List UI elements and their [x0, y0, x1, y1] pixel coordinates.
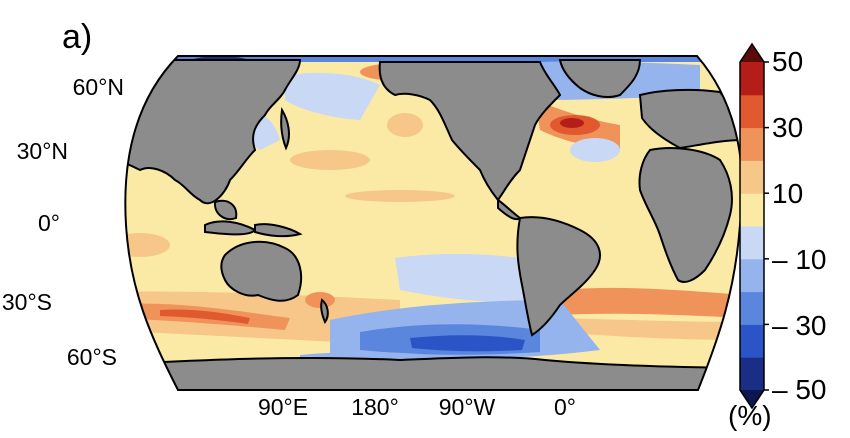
- land-borneo: [213, 199, 238, 221]
- north-atlantic-negative: [570, 138, 620, 162]
- colorbar-tick-neg30: – 30: [772, 310, 827, 341]
- map-fill: [99, 56, 743, 390]
- colorbar-segment: [740, 258, 764, 293]
- colorbar-tick-10: 10: [772, 178, 804, 209]
- colorbar-segment: [740, 291, 764, 325]
- colorbar-segment: [740, 160, 764, 194]
- land-antarctica: [125, 356, 743, 390]
- west-australia-patch: [305, 292, 335, 308]
- land-south-america: [516, 216, 601, 337]
- north-pacific-patch-west: [290, 150, 370, 170]
- land: [99, 59, 743, 390]
- southern-core-band: [160, 309, 250, 324]
- lat-label-30n: 30°N: [16, 138, 68, 164]
- colorbar-segment: [740, 357, 764, 391]
- tropical-pacific-patch: [345, 190, 455, 202]
- colorbar-segment: [740, 324, 764, 358]
- colorbar-tick-neg50: – 50: [772, 374, 827, 405]
- land-africa: [638, 147, 733, 283]
- land-europe: [638, 88, 743, 150]
- south-pacific-light-negative: [395, 253, 545, 302]
- land-greenland: [558, 59, 642, 98]
- land-madagascar: [99, 240, 106, 264]
- lon-label-90w: 90°W: [438, 394, 496, 420]
- lon-label-0: 0°: [554, 394, 576, 420]
- land-japan: [280, 107, 290, 151]
- panel-label: a): [62, 18, 93, 56]
- lat-label-0: 0°: [38, 210, 60, 236]
- lat-label-60n: 60°N: [72, 74, 124, 100]
- arctic-negative-strip: [125, 56, 743, 62]
- north-pacific-patch-east: [387, 113, 423, 137]
- colorbar: [739, 42, 769, 410]
- indian-ocean-patch: [125, 233, 170, 257]
- land-new-zealand: [320, 298, 329, 325]
- land-north-america: [378, 61, 562, 202]
- south-atlantic-band: [560, 318, 743, 340]
- colorbar-tick-50: 50: [772, 46, 804, 77]
- colorbar-segment: [740, 62, 764, 96]
- colorbar-segment: [740, 94, 764, 129]
- colorbar-extend-high: [740, 44, 764, 62]
- north-pacific-negative: [285, 73, 380, 120]
- colorbar-segment: [740, 127, 764, 161]
- colorbar-segment: [740, 193, 764, 227]
- colorbar-tick-neg10: – 10: [772, 244, 827, 275]
- gulf-stream-max: [560, 118, 584, 128]
- colorbar-unit: (%): [728, 400, 772, 431]
- land-australia: [220, 240, 303, 302]
- land-new-guinea: [254, 223, 303, 238]
- lat-label-60s: 60°S: [66, 344, 117, 370]
- colorbar-tick-30: 30: [772, 112, 804, 143]
- southern-core-negative: [410, 335, 525, 352]
- lat-label-30s: 30°S: [1, 289, 52, 315]
- lon-label-180: 180°: [351, 394, 399, 420]
- south-atlantic-positive: [560, 287, 743, 318]
- colorbar-segment: [740, 226, 764, 260]
- lon-label-90e: 90°E: [257, 394, 309, 420]
- colorbar-extend-low: [740, 390, 764, 408]
